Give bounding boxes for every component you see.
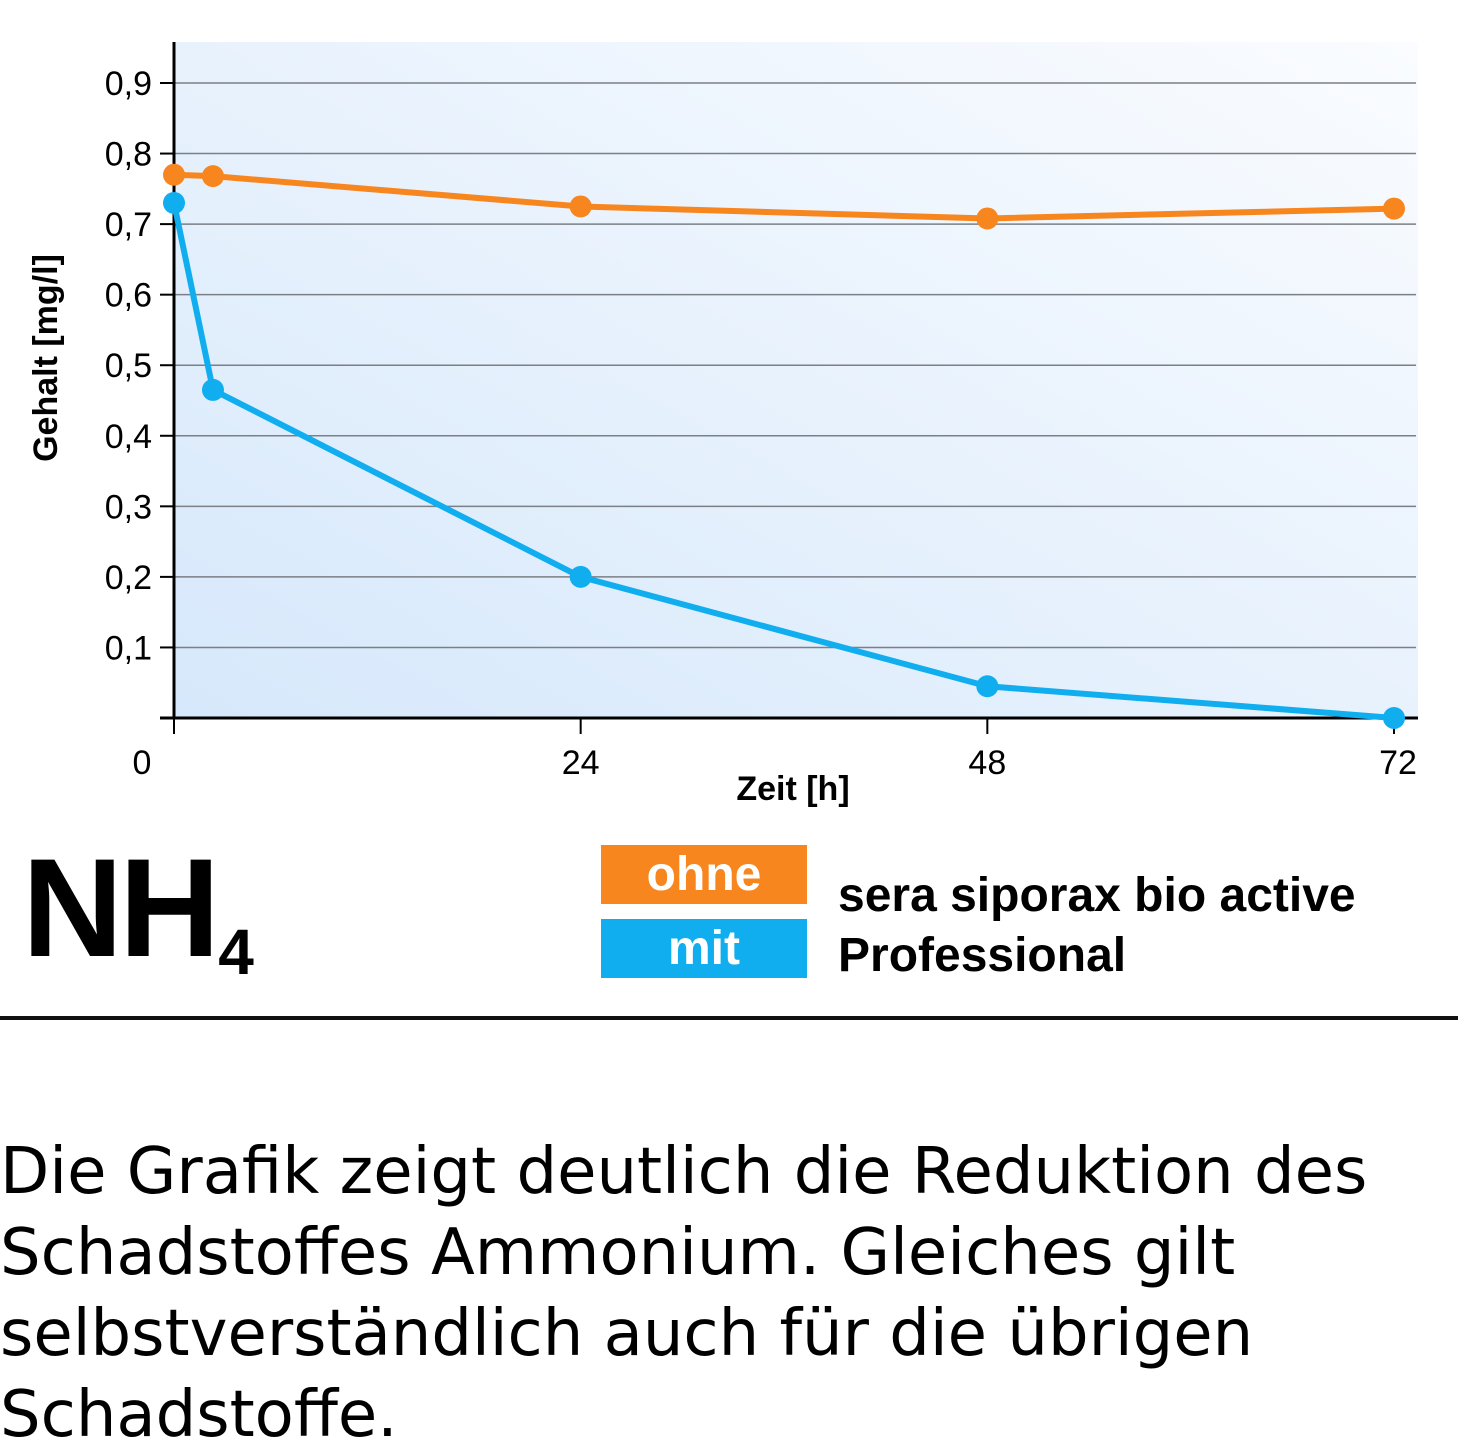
legend-mit: mit [601, 919, 807, 978]
x-ticks: 0 24 48 72 [133, 718, 1417, 782]
data-point-mit [976, 675, 999, 698]
legend-ohne: ohne [601, 845, 807, 904]
plot-background [174, 42, 1418, 718]
y-tick-label: 0,2 [105, 559, 152, 597]
data-point-mit [163, 191, 185, 214]
series [163, 163, 1405, 729]
y-tick-label: 0,7 [105, 206, 152, 244]
y-tick-label: 0,9 [105, 65, 152, 103]
formula-subscript: 4 [218, 916, 254, 988]
formula-nh4: NH4 [22, 838, 254, 985]
data-point-mit [201, 378, 224, 401]
data-point-ohne [976, 207, 999, 230]
data-point-mit [569, 565, 592, 588]
x-tick-label: 72 [1379, 744, 1417, 782]
y-tick-label: 0,1 [105, 629, 152, 667]
data-point-ohne [163, 163, 185, 186]
grid-lines [174, 82, 1416, 649]
x-axis-title: Zeit [h] [736, 770, 849, 808]
formula-main: NH [22, 829, 220, 986]
divider [0, 1016, 1458, 1020]
y-axis-title: Gehalt [mg/l] [27, 254, 65, 462]
y-tick-label: 0,8 [105, 136, 152, 174]
y-tick-label: 0,4 [105, 418, 152, 456]
y-tick-label: 0,5 [105, 347, 152, 385]
chart: 0,1 0,2 0,3 0,4 0,5 0,6 0,7 0,8 0,9 0 24 48 72 Geha… [27, 42, 1418, 808]
data-point-ohne [201, 165, 224, 188]
x-tick-label: 24 [562, 744, 600, 782]
legend-product-name: sera siporax bio active Professional [838, 869, 1356, 982]
description-text: Die Grafik zeigt deutlich die Reduktion … [0, 1135, 1368, 1452]
data-point-ohne [1383, 197, 1405, 220]
y-tick-label: 0,3 [105, 488, 152, 526]
data-point-mit [1383, 707, 1405, 729]
data-point-ohne [569, 195, 592, 218]
y-ticks: 0,1 0,2 0,3 0,4 0,5 0,6 0,7 0,8 0,9 [105, 65, 174, 667]
x-tick-label: 0 [133, 744, 152, 782]
x-tick-label: 48 [968, 744, 1006, 782]
y-tick-label: 0,6 [105, 277, 152, 315]
